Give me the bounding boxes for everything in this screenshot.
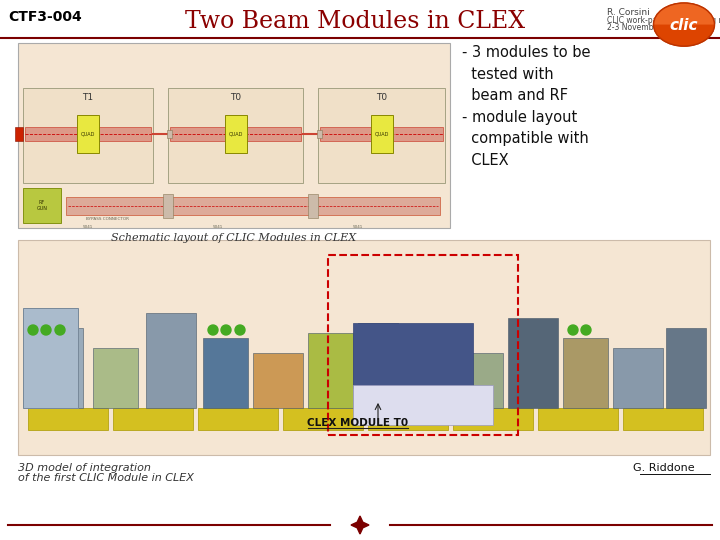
Bar xyxy=(563,338,608,408)
Circle shape xyxy=(378,325,388,335)
Bar xyxy=(253,353,303,408)
Text: CLEX MODULE T0: CLEX MODULE T0 xyxy=(307,418,408,428)
Text: CTF3-004: CTF3-004 xyxy=(8,10,82,24)
Bar xyxy=(163,194,173,218)
Text: 3D model of integration: 3D model of integration xyxy=(18,463,151,473)
Bar xyxy=(23,308,78,408)
Bar xyxy=(168,88,303,183)
Bar xyxy=(623,408,703,430)
Circle shape xyxy=(208,325,218,335)
Text: - 3 modules to be
  tested with
  beam and RF
- module layout
  compatible with
: - 3 modules to be tested with beam and R… xyxy=(462,45,590,168)
Text: 5041: 5041 xyxy=(213,225,223,229)
Bar xyxy=(23,88,153,183)
Circle shape xyxy=(581,325,591,335)
Bar xyxy=(28,408,108,430)
Text: 2-3 November 2011: 2-3 November 2011 xyxy=(607,23,683,32)
Bar xyxy=(23,188,61,223)
Text: of the first CLIC Module in CLEX: of the first CLIC Module in CLEX xyxy=(18,473,194,483)
Bar xyxy=(318,88,445,183)
Text: QUAD: QUAD xyxy=(228,131,243,136)
Polygon shape xyxy=(351,516,369,534)
Bar xyxy=(358,323,398,408)
Bar xyxy=(666,328,706,408)
Bar xyxy=(203,338,248,408)
Text: G. Riddone: G. Riddone xyxy=(634,463,695,473)
Bar xyxy=(328,255,518,435)
Bar xyxy=(353,323,473,388)
Circle shape xyxy=(221,325,231,335)
Circle shape xyxy=(41,325,51,335)
Bar xyxy=(18,240,710,455)
Text: QUAD: QUAD xyxy=(81,131,95,136)
Bar xyxy=(613,348,663,408)
Circle shape xyxy=(235,325,245,335)
Bar xyxy=(167,130,172,138)
Bar xyxy=(18,43,450,228)
Bar xyxy=(458,353,503,408)
Text: CLIC work-package planning meeting: CLIC work-package planning meeting xyxy=(607,16,720,25)
Bar xyxy=(453,408,533,430)
Bar xyxy=(170,126,301,140)
Text: Schematic layout of CLIC Modules in CLEX: Schematic layout of CLIC Modules in CLEX xyxy=(112,233,356,243)
Text: T0: T0 xyxy=(376,93,387,102)
Bar xyxy=(308,194,318,218)
Bar xyxy=(77,114,99,152)
Bar xyxy=(368,408,448,430)
Bar xyxy=(146,313,196,408)
Bar xyxy=(308,333,353,408)
Bar xyxy=(198,408,278,430)
Bar xyxy=(15,126,23,140)
Bar xyxy=(320,126,443,140)
Circle shape xyxy=(28,325,38,335)
Circle shape xyxy=(654,3,714,46)
Bar xyxy=(283,408,363,430)
Text: T0: T0 xyxy=(230,93,241,102)
Circle shape xyxy=(568,325,578,335)
Text: T1: T1 xyxy=(82,93,94,102)
Bar xyxy=(66,197,440,215)
Text: R. Corsini: R. Corsini xyxy=(607,8,649,17)
Bar xyxy=(538,408,618,430)
Text: BYPASS CONNECTOR: BYPASS CONNECTOR xyxy=(86,217,130,221)
Bar xyxy=(25,126,151,140)
Bar xyxy=(225,114,246,152)
Bar xyxy=(403,343,453,408)
Bar xyxy=(93,348,138,408)
Bar xyxy=(371,114,392,152)
Text: QUAD: QUAD xyxy=(374,131,389,136)
Wedge shape xyxy=(654,3,714,24)
Bar xyxy=(317,130,322,138)
Bar xyxy=(508,318,558,408)
Text: clic: clic xyxy=(670,18,698,33)
Text: 5041: 5041 xyxy=(83,225,93,229)
Text: RF
GUN: RF GUN xyxy=(37,200,48,211)
Text: Two Beam Modules in CLEX: Two Beam Modules in CLEX xyxy=(185,10,525,33)
Circle shape xyxy=(363,325,373,335)
Circle shape xyxy=(391,325,401,335)
Text: 5041: 5041 xyxy=(353,225,363,229)
Bar xyxy=(353,385,493,425)
Circle shape xyxy=(55,325,65,335)
Bar xyxy=(28,328,83,408)
Bar xyxy=(113,408,193,430)
